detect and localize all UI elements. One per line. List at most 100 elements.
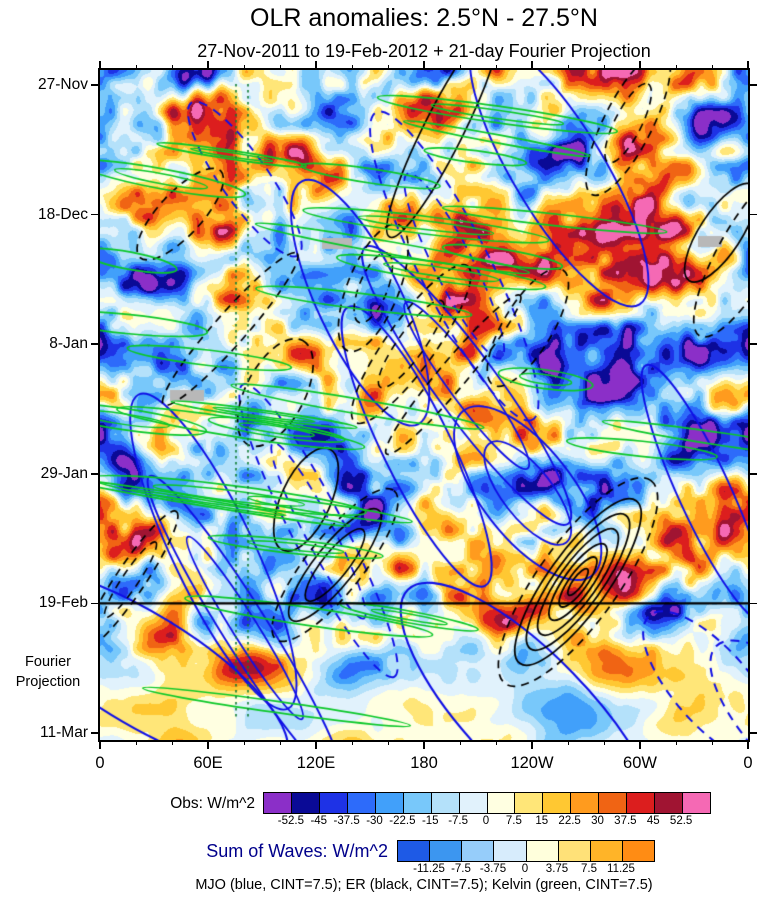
y-tick-left <box>91 343 100 345</box>
x-minor-tick-top <box>675 65 677 70</box>
x-minor-tick-top <box>387 65 389 70</box>
x-minor-tick-bottom <box>459 740 461 745</box>
y-tick-label: 19-Feb <box>38 594 88 612</box>
x-minor-tick-bottom <box>387 740 389 745</box>
colorbar-segment <box>599 793 628 813</box>
x-major-tick-top <box>423 61 425 70</box>
colorbar-tick-label: 0 <box>482 815 490 827</box>
colorbar-segment <box>431 793 460 813</box>
x-tick-label: 0 <box>743 754 753 772</box>
obs-colorbar <box>263 792 711 814</box>
x-minor-tick-bottom <box>135 740 137 745</box>
colorbar-segment <box>543 793 572 813</box>
y-tick-left <box>91 84 100 86</box>
colorbar-tick-label: -7.5 <box>451 863 471 875</box>
x-minor-tick-top <box>279 65 281 70</box>
x-major-tick-bottom <box>315 740 317 749</box>
obs-colorbar-label: Obs: W/m^2 <box>170 795 255 812</box>
x-minor-tick-bottom <box>279 740 281 745</box>
x-minor-tick-top <box>135 65 137 70</box>
colorbar-tick-label: 45 <box>646 815 660 827</box>
chart-subtitle: 27-Nov-2011 to 19-Feb-2012 + 21-day Four… <box>197 41 651 61</box>
x-minor-tick-top <box>711 65 713 70</box>
colorbar-segment <box>655 793 684 813</box>
x-major-tick-top <box>315 61 317 70</box>
x-tick-label: 0 <box>95 754 105 772</box>
colorbar-tick-label: 3.75 <box>545 863 569 875</box>
x-major-tick-top <box>639 61 641 70</box>
y-tick-label: 8-Jan <box>49 335 88 353</box>
colorbar-tick-label: 22.5 <box>558 815 581 827</box>
colorbar-segment <box>558 841 591 861</box>
colorbar-tick-label: 7.5 <box>505 815 522 827</box>
x-minor-tick-top <box>351 65 353 70</box>
colorbar-segment <box>487 793 516 813</box>
colorbar-tick-label: -7.5 <box>448 815 469 827</box>
colorbar-tick-label: -15 <box>421 815 439 827</box>
colorbar-tick-label: 7.5 <box>581 863 597 875</box>
x-minor-tick-top <box>567 65 569 70</box>
colorbar-segment <box>590 841 623 861</box>
y-tick-right <box>748 473 757 475</box>
sum-of-waves-colorbar <box>397 840 655 862</box>
y-tick-label: 29-Jan <box>40 464 88 482</box>
x-major-tick-bottom <box>639 740 641 749</box>
colorbar-segment <box>494 841 527 861</box>
colorbar-tick-label: -22.5 <box>389 815 416 827</box>
colorbar-tick-label: 11.25 <box>607 863 635 875</box>
x-minor-tick-top <box>495 65 497 70</box>
y-tick-left <box>91 732 100 734</box>
colorbar-segment <box>319 793 348 813</box>
colorbar-tick-label: 0 <box>521 863 529 875</box>
colorbar-tick-label: -3.75 <box>479 863 507 875</box>
x-minor-tick-bottom <box>603 740 605 745</box>
y-tick-right <box>748 732 757 734</box>
x-minor-tick-top <box>459 65 461 70</box>
y-tick-left <box>91 473 100 475</box>
x-major-tick-bottom <box>207 740 209 749</box>
colorbar-segment <box>571 793 600 813</box>
y-tick-label: 18-Dec <box>38 205 88 223</box>
colorbar-segment <box>398 841 431 861</box>
x-major-tick-top <box>747 61 749 70</box>
y-tick-right <box>748 602 757 605</box>
x-minor-tick-bottom <box>675 740 677 745</box>
y-tick-left <box>91 602 100 605</box>
x-tick-label: 60E <box>193 754 223 772</box>
x-major-tick-bottom <box>531 740 533 749</box>
colorbar-segment <box>526 841 559 861</box>
plot-area <box>98 68 750 742</box>
colorbar-segment <box>430 841 463 861</box>
x-major-tick-top <box>99 61 101 70</box>
fourier-projection-label: Fourier Projection <box>15 654 81 690</box>
colorbar-segment <box>515 793 544 813</box>
x-tick-label: 180 <box>410 754 438 772</box>
colorbar-segment <box>462 841 495 861</box>
x-minor-tick-top <box>243 65 245 70</box>
x-major-tick-top <box>531 61 533 70</box>
y-tick-right <box>748 343 757 345</box>
x-minor-tick-bottom <box>495 740 497 745</box>
colorbar-segment <box>459 793 488 813</box>
colorbar-tick-label: 30 <box>591 815 604 827</box>
x-minor-tick-top <box>603 65 605 70</box>
x-major-tick-bottom <box>747 740 749 749</box>
colorbar-segment <box>627 793 656 813</box>
colorbar-segment <box>622 841 654 861</box>
colorbar-tick-label: 52.5 <box>669 815 693 827</box>
sum-of-waves-colorbar-label: Sum of Waves: W/m^2 <box>206 841 388 861</box>
x-minor-tick-bottom <box>351 740 353 745</box>
y-tick-label: 27-Nov <box>38 76 88 93</box>
x-tick-label: 60W <box>623 754 657 772</box>
x-minor-tick-bottom <box>171 740 173 745</box>
x-tick-label: 120E <box>296 754 336 772</box>
colorbar-tick-label: -30 <box>366 815 383 827</box>
colorbar-segment <box>264 793 292 813</box>
colorbar-tick-label: 15 <box>535 815 549 827</box>
chart-title: OLR anomalies: 2.5°N - 27.5°N <box>250 4 598 32</box>
y-tick-right <box>748 84 757 86</box>
x-minor-tick-bottom <box>567 740 569 745</box>
colorbar-segment <box>403 793 432 813</box>
x-minor-tick-bottom <box>243 740 245 745</box>
